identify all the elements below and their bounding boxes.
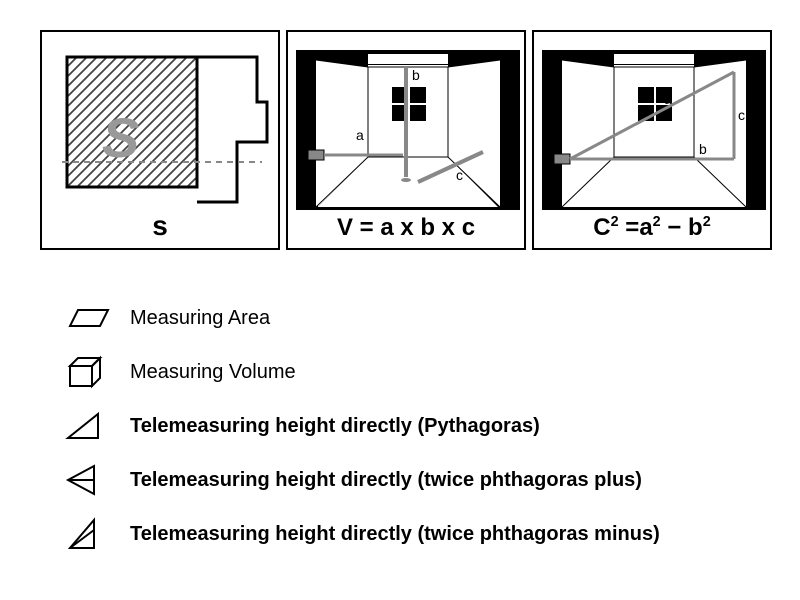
- legend-label-area: Measuring Area: [130, 307, 270, 330]
- svg-text:b: b: [699, 141, 707, 157]
- panel-pythagoras-caption: C2 =a2 − b2: [534, 214, 770, 242]
- svg-text:c: c: [738, 107, 745, 123]
- legend: Measuring Area Measuring Volume Telemeas…: [60, 300, 660, 570]
- svg-text:b: b: [412, 67, 420, 83]
- svg-text:a: a: [664, 91, 672, 107]
- legend-row-area: Measuring Area: [60, 300, 660, 336]
- legend-row-pyth: Telemeasuring height directly (Pythagora…: [60, 408, 660, 444]
- panel-volume: a b c V = a x b x c: [286, 30, 526, 250]
- legend-label-volume: Measuring Volume: [130, 361, 296, 384]
- panel-area: S s: [40, 30, 280, 250]
- legend-label-pyth: Telemeasuring height directly (Pythagora…: [130, 415, 540, 438]
- triangle-double-icon: [60, 462, 110, 498]
- triangle-slash-icon: [60, 516, 110, 552]
- panel-area-caption: s: [42, 210, 278, 242]
- legend-row-volume: Measuring Volume: [60, 354, 660, 390]
- legend-row-pyth-plus: Telemeasuring height directly (twice pht…: [60, 462, 660, 498]
- area-big-s: S: [102, 106, 139, 169]
- legend-label-pyth-plus: Telemeasuring height directly (twice pht…: [130, 469, 642, 492]
- caption-s: s: [152, 210, 168, 241]
- triangle-right-icon: [60, 408, 110, 444]
- panel-pythagoras: a b c C2 =a2 − b2: [532, 30, 772, 250]
- cube-icon: [60, 354, 110, 390]
- legend-row-pyth-minus: Telemeasuring height directly (twice pht…: [60, 516, 660, 552]
- parallelogram-icon: [60, 300, 110, 336]
- legend-label-pyth-minus: Telemeasuring height directly (twice pht…: [130, 523, 660, 546]
- panels-row: S s: [40, 30, 772, 250]
- panel-volume-caption: V = a x b x c: [288, 214, 524, 242]
- svg-text:a: a: [356, 127, 364, 143]
- svg-text:c: c: [456, 167, 463, 183]
